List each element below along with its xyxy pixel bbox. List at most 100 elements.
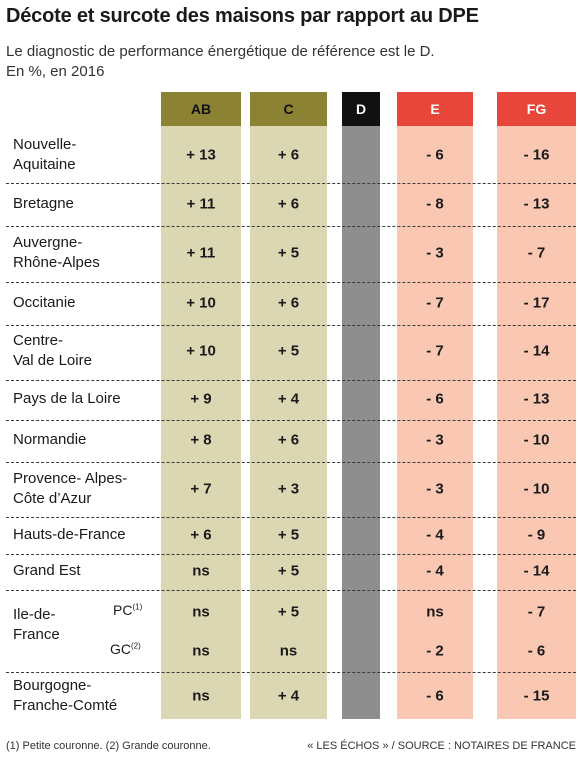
unit-note: En %, en 2016 bbox=[6, 63, 105, 80]
value-cell-e: - 3 bbox=[426, 431, 444, 449]
region-label: Hauts-de-France bbox=[13, 525, 126, 545]
region-label-line: Franche-Comté bbox=[13, 697, 118, 714]
value-cell-e: - 7 bbox=[426, 294, 444, 312]
row-separator bbox=[6, 183, 576, 184]
value-cell-e: - 7 bbox=[426, 342, 444, 360]
region-label-line: Centre- bbox=[13, 332, 64, 349]
value-cell-ab: ns bbox=[192, 687, 210, 705]
value-cell-c: + 5 bbox=[277, 342, 300, 360]
chart-subtitle: Le diagnostic de performance énergétique… bbox=[6, 43, 435, 60]
row-separator bbox=[6, 380, 576, 381]
row-separator bbox=[6, 517, 576, 518]
value-cell-fg: - 15 bbox=[523, 687, 550, 705]
footnote-marker: (1) bbox=[132, 602, 143, 612]
region-label-line: Aquitaine bbox=[13, 156, 76, 173]
footnote: (1) Petite couronne. (2) Grande couronne… bbox=[6, 740, 211, 752]
region-label-line: Val de Loire bbox=[13, 352, 92, 369]
region-label: Normandie bbox=[13, 430, 86, 450]
region-label-line: Grand Est bbox=[13, 562, 81, 579]
region-label-line: Hauts-de-France bbox=[13, 526, 126, 543]
value-cell-fg: - 14 bbox=[523, 342, 550, 360]
row-separator bbox=[6, 462, 576, 463]
value-cell-ab: ns bbox=[192, 603, 210, 621]
value-cell-fg: - 13 bbox=[523, 195, 550, 213]
value-cell-e: - 6 bbox=[426, 390, 444, 408]
value-cell-e: ns bbox=[426, 603, 444, 621]
value-cell-c: + 6 bbox=[277, 195, 300, 213]
region-label: Bourgogne- Franche-Comté bbox=[13, 676, 117, 716]
value-cell-e: - 8 bbox=[426, 195, 444, 213]
value-cell-e: - 4 bbox=[426, 562, 444, 580]
chart-title: Décote et surcote des maisons par rappor… bbox=[6, 5, 479, 27]
row-separator bbox=[6, 226, 576, 227]
sub-region-label: GC(2) bbox=[110, 641, 141, 657]
column-header-d: D bbox=[342, 92, 380, 126]
region-label-line: Pays de la Loire bbox=[13, 390, 121, 407]
value-cell-fg: - 10 bbox=[523, 431, 550, 449]
value-cell-fg: - 16 bbox=[523, 146, 550, 164]
footnote-marker: (2) bbox=[131, 641, 141, 651]
value-cell-fg: - 10 bbox=[523, 480, 550, 498]
column-bg-fg bbox=[497, 92, 576, 719]
value-cell-ab: + 6 bbox=[190, 526, 212, 544]
row-separator bbox=[6, 590, 576, 591]
value-cell-c: + 4 bbox=[277, 390, 300, 408]
region-label-line: Normandie bbox=[13, 431, 87, 448]
region-label-line: Côte d’Azur bbox=[13, 490, 92, 507]
value-cell-fg: - 13 bbox=[523, 390, 550, 408]
value-cell-ab: + 10 bbox=[186, 294, 216, 312]
value-cell-c: + 4 bbox=[277, 687, 300, 705]
value-cell-fg: - 9 bbox=[527, 526, 546, 544]
column-header-ab: AB bbox=[161, 92, 241, 126]
region-label-line: France bbox=[13, 626, 60, 643]
region-label-line: Ile-de- bbox=[13, 606, 56, 623]
value-cell-c: + 5 bbox=[277, 526, 300, 544]
value-cell-fg: - 17 bbox=[523, 294, 550, 312]
sub-region-code: PC bbox=[113, 602, 133, 618]
value-cell-c: + 6 bbox=[277, 431, 300, 449]
value-cell-ab: + 11 bbox=[186, 195, 216, 213]
region-label: Auvergne- Rhône-Alpes bbox=[13, 233, 100, 273]
value-cell-c: + 5 bbox=[277, 244, 300, 262]
value-cell-e: - 3 bbox=[426, 480, 444, 498]
region-label: Nouvelle- Aquitaine bbox=[13, 135, 76, 175]
sub-region-label: PC(1) bbox=[113, 602, 142, 618]
region-label-line: Occitanie bbox=[13, 294, 76, 311]
column-header-fg: FG bbox=[497, 92, 576, 126]
value-cell-fg: - 14 bbox=[523, 562, 550, 580]
column-bg-d bbox=[342, 92, 380, 719]
region-label-line: Rhône-Alpes bbox=[13, 254, 100, 271]
region-label-line: Bourgogne- bbox=[13, 677, 92, 694]
value-cell-ab: + 13 bbox=[186, 146, 216, 164]
value-cell-ab: + 11 bbox=[186, 244, 216, 262]
value-cell-fg: - 6 bbox=[527, 642, 546, 660]
sub-region-code: GC bbox=[110, 641, 131, 657]
column-bg-ab bbox=[161, 92, 241, 719]
value-cell-c: + 3 bbox=[277, 480, 300, 498]
value-cell-fg: - 7 bbox=[527, 603, 546, 621]
region-label: Grand Est bbox=[13, 561, 81, 581]
value-cell-c: ns bbox=[279, 642, 298, 660]
region-label: Provence- Alpes- Côte d’Azur bbox=[13, 469, 127, 509]
column-bg-c bbox=[250, 92, 327, 719]
value-cell-ab: + 9 bbox=[190, 390, 212, 408]
row-separator bbox=[6, 282, 576, 283]
column-header-e: E bbox=[397, 92, 473, 126]
value-cell-c: + 5 bbox=[277, 562, 300, 580]
region-label: Occitanie bbox=[13, 293, 76, 313]
row-separator bbox=[6, 325, 576, 326]
value-cell-ab: + 10 bbox=[186, 342, 216, 360]
value-cell-e: - 2 bbox=[426, 642, 444, 660]
region-label-line: Nouvelle- bbox=[13, 136, 77, 153]
region-label: Pays de la Loire bbox=[13, 389, 121, 409]
column-header-c: C bbox=[250, 92, 327, 126]
value-cell-c: + 6 bbox=[277, 294, 300, 312]
value-cell-ab: ns bbox=[192, 642, 210, 660]
value-cell-c: + 6 bbox=[277, 146, 300, 164]
region-label-line: Auvergne- bbox=[13, 234, 83, 251]
value-cell-e: - 6 bbox=[426, 146, 444, 164]
region-label: Bretagne bbox=[13, 194, 74, 214]
row-separator bbox=[6, 420, 576, 421]
value-cell-e: - 3 bbox=[426, 244, 444, 262]
value-cell-fg: - 7 bbox=[527, 244, 546, 262]
